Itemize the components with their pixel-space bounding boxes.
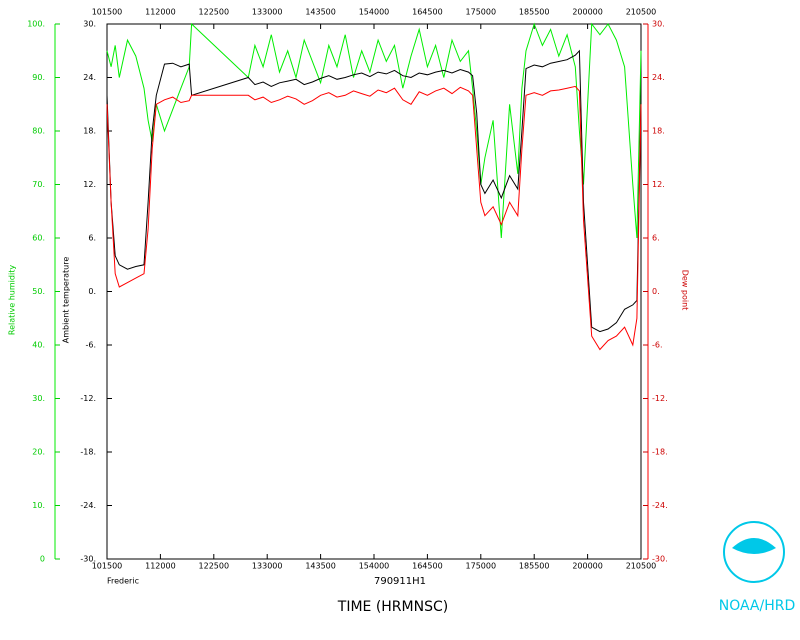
y3-tick-label: 40. (32, 341, 45, 350)
series-line (106, 22, 642, 239)
y-tick-label: 30. (83, 20, 96, 29)
logo-ring (723, 521, 785, 583)
y-tick-label: 0. (88, 287, 96, 296)
x-tick-label-top: 101500 (92, 8, 123, 17)
x-tick-label: 210500 (626, 562, 657, 571)
y-tick-label: 6. (88, 234, 96, 243)
x-tick-label: 164500 (412, 562, 443, 571)
x-tick-label-top: 200000 (572, 8, 603, 17)
y2-tick-label: -6. (652, 341, 663, 350)
y2-tick-label: -30. (652, 555, 668, 564)
x-tick-label-top: 133000 (252, 8, 283, 17)
x-tick-label: 101500 (92, 562, 123, 571)
y2-tick-label: 12. (652, 180, 665, 189)
y3-tick-label: 0 (40, 555, 45, 564)
storm-name: Frederic (107, 577, 139, 586)
y-tick-label: -24. (80, 501, 96, 510)
y2-tick-label: 18. (652, 127, 665, 136)
rh-axis-label: Relative humidity (8, 265, 17, 335)
credit: NOAA/HRD (719, 598, 796, 614)
logo-bird (732, 538, 776, 554)
y-tick-label: 12. (83, 180, 96, 189)
y2-tick-label: 24. (652, 73, 665, 82)
x-tick-label-top: 112000 (145, 8, 176, 17)
x-tick-label-top: 122500 (199, 8, 230, 17)
y3-tick-label: 100. (27, 20, 45, 29)
x-tick-label-top: 210500 (626, 8, 657, 17)
y2-tick-label: -18. (652, 448, 668, 457)
y2-axis-label: Dew point (681, 270, 690, 311)
series-line (106, 85, 642, 351)
y3-tick-label: 90. (32, 73, 45, 82)
y-tick-label: -30. (80, 555, 96, 564)
x-tick-label-top: 175000 (466, 8, 497, 17)
x-tick-label-top: 154000 (359, 8, 390, 17)
y3-tick-label: 70. (32, 180, 45, 189)
x-tick-label: 143500 (305, 562, 336, 571)
x-tick-label: 200000 (572, 562, 603, 571)
y2-tick-label: 0. (652, 287, 660, 296)
series-line (106, 49, 642, 333)
x-axis-label: TIME (HRMNSC) (337, 599, 448, 615)
flight-id: 790911H1 (374, 576, 426, 587)
y2-tick-label: -24. (652, 501, 668, 510)
noaa-logo (723, 521, 785, 583)
x-tick-label: 154000 (359, 562, 390, 571)
y3-tick-label: 20. (32, 448, 45, 457)
x-tick-label-top: 185500 (519, 8, 550, 17)
x-tick-label: 185500 (519, 562, 550, 571)
y3-tick-label: 10. (32, 501, 45, 510)
y3-tick-label: 80. (32, 127, 45, 136)
y-tick-label: -12. (80, 394, 96, 403)
y-tick-label: -6. (85, 341, 96, 350)
x-tick-label: 122500 (199, 562, 230, 571)
y2-tick-label: 6. (652, 234, 660, 243)
y3-tick-label: 50. (32, 287, 45, 296)
x-tick-label: 112000 (145, 562, 176, 571)
y-tick-label: 18. (83, 127, 96, 136)
y-tick-label: 24. (83, 73, 96, 82)
x-tick-label: 175000 (466, 562, 497, 571)
y-axis-label: Ambient temperature (62, 257, 71, 344)
y2-tick-label: 30. (652, 20, 665, 29)
y3-tick-label: 60. (32, 234, 45, 243)
x-tick-label-top: 143500 (305, 8, 336, 17)
y3-tick-label: 30. (32, 394, 45, 403)
y-tick-label: -18. (80, 448, 96, 457)
x-tick-label-top: 164500 (412, 8, 443, 17)
y2-tick-label: -12. (652, 394, 668, 403)
x-tick-label: 133000 (252, 562, 283, 571)
